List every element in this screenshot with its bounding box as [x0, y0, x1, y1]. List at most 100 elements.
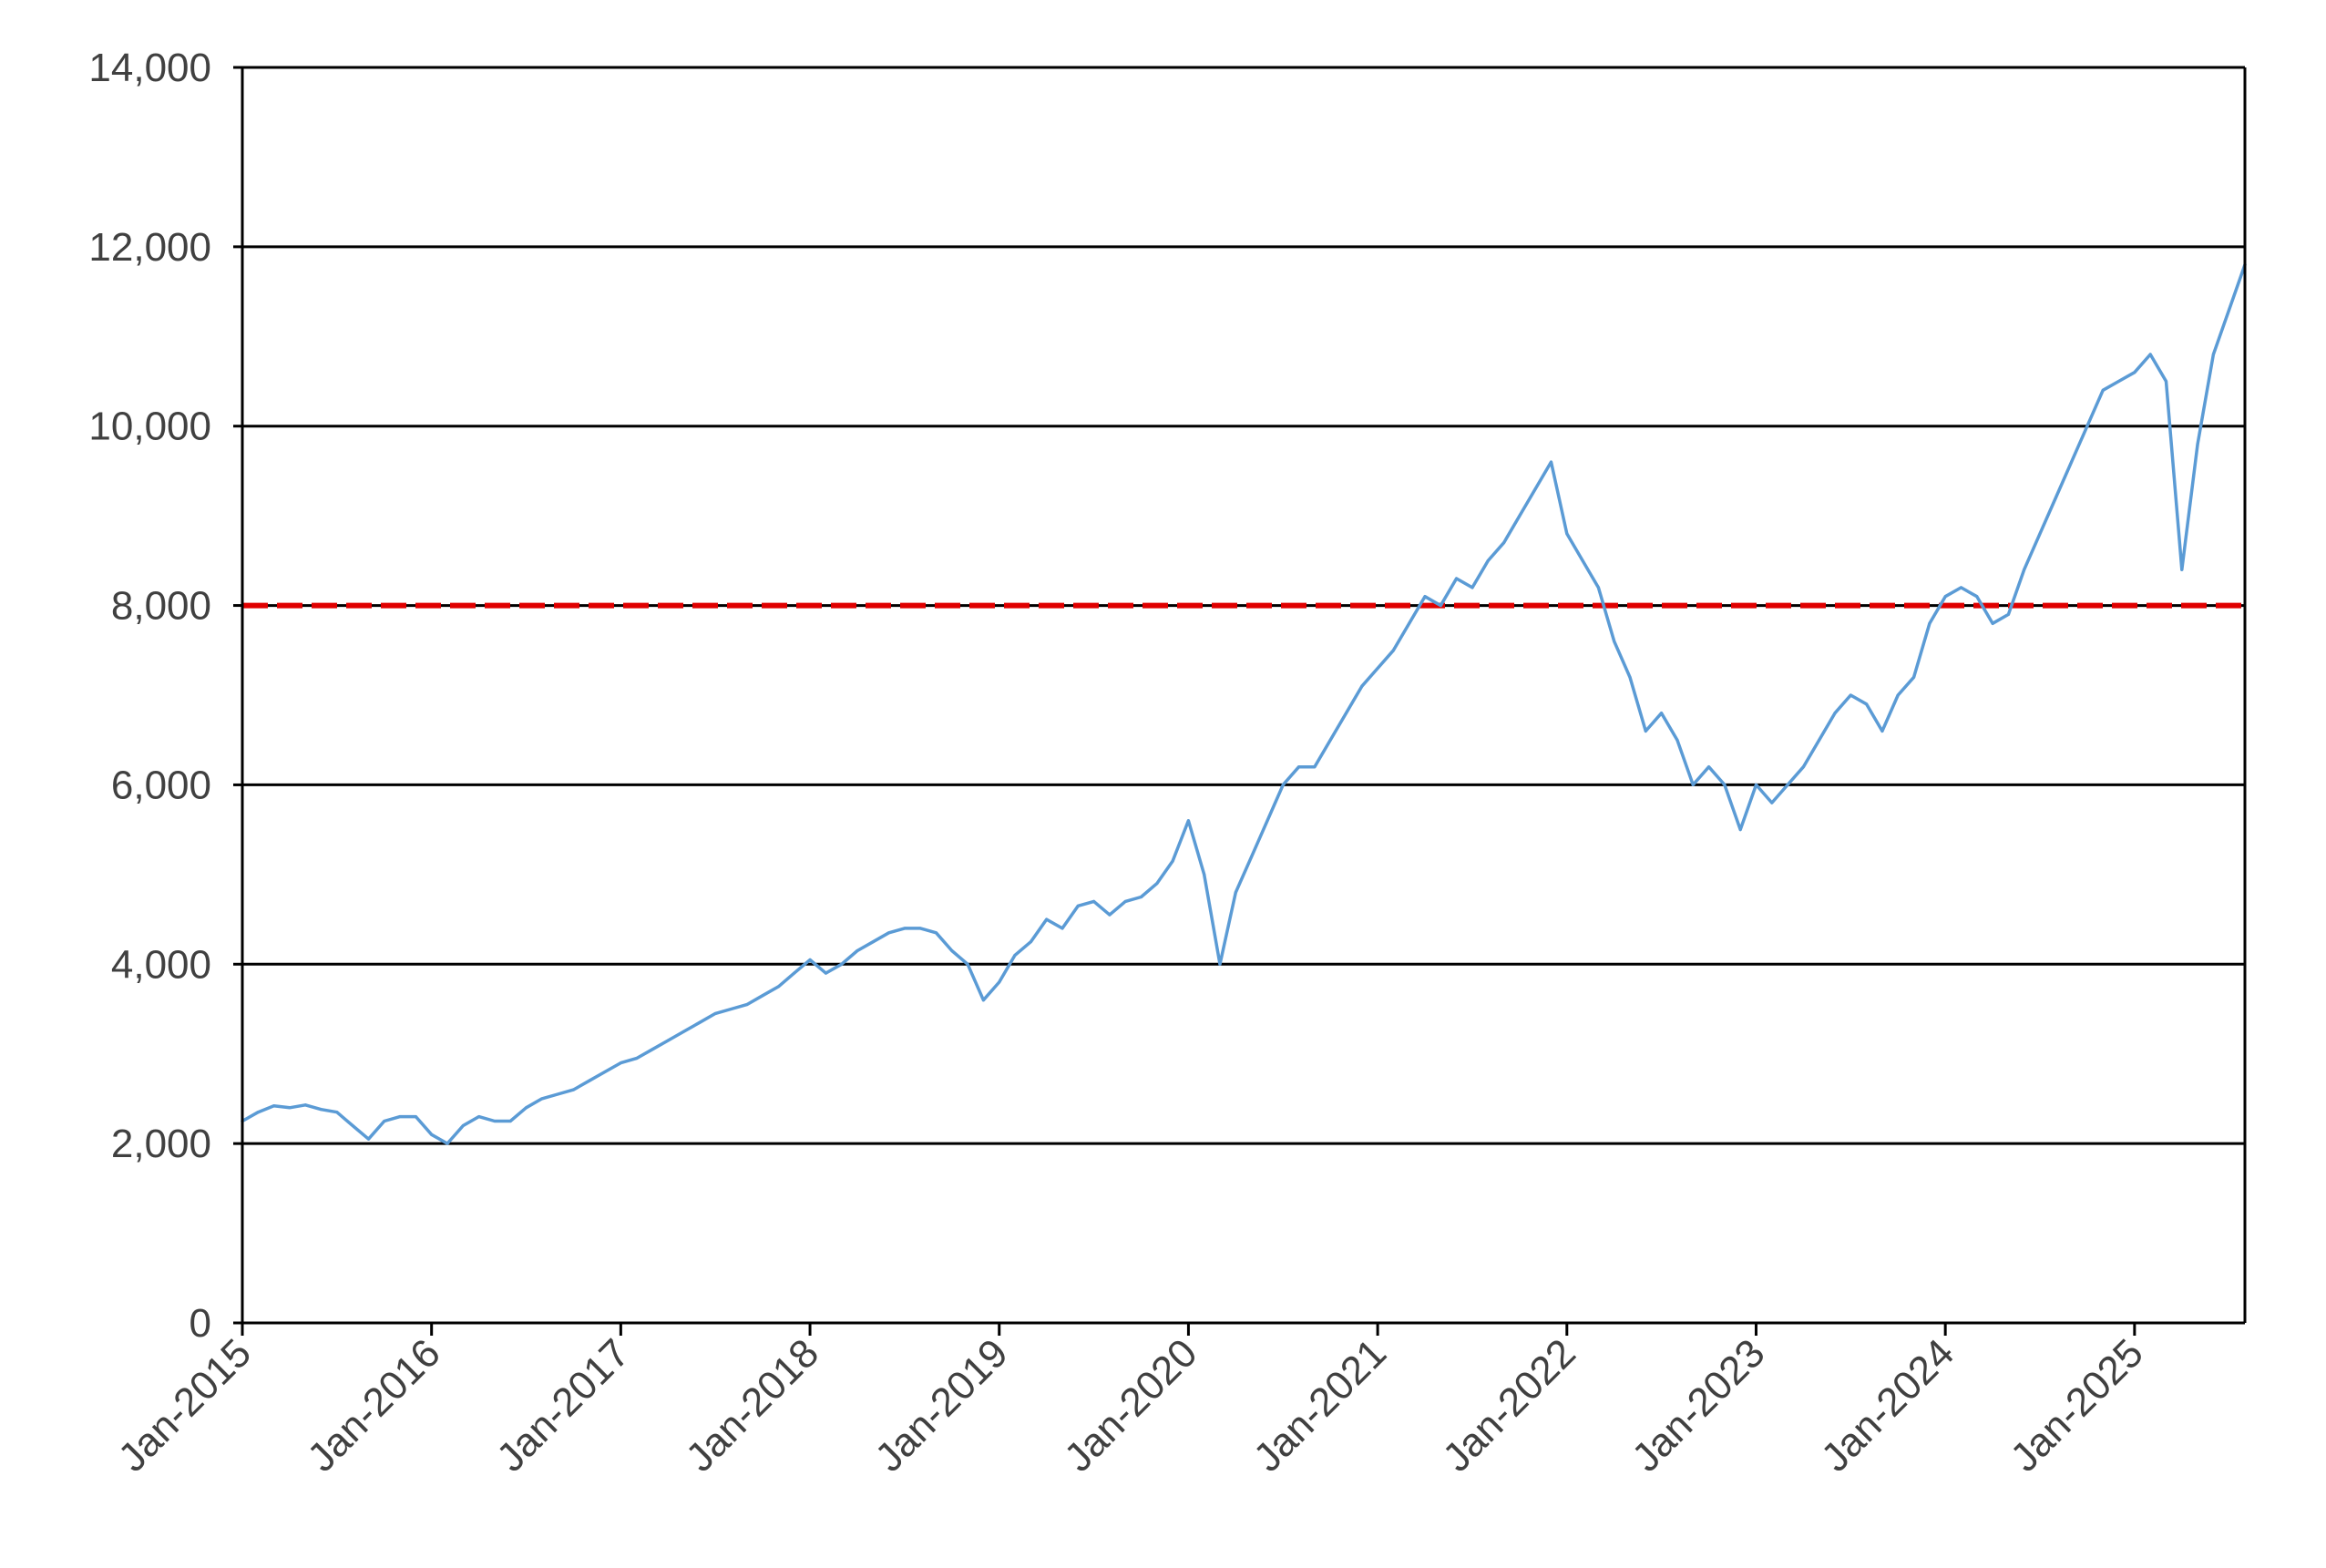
data-point: [935, 931, 938, 935]
data-point: [666, 1039, 670, 1042]
data-point: [1928, 621, 1932, 625]
data-point: [713, 1011, 717, 1015]
data-point: [1833, 712, 1837, 715]
data-point: [998, 980, 1001, 984]
data-point: [571, 1088, 575, 1091]
data-point: [761, 994, 764, 998]
data-point: [2148, 353, 2152, 356]
data-point: [335, 1111, 339, 1114]
data-point: [1518, 514, 1522, 518]
data-point: [1596, 586, 1600, 589]
data-point: [776, 985, 780, 989]
data-point: [508, 1120, 512, 1122]
data-point: [2085, 425, 2089, 428]
data-point: [1297, 765, 1301, 769]
data-point: [603, 1070, 607, 1073]
data-point: [540, 1097, 544, 1101]
data-point: [1502, 541, 1506, 545]
data-point: [461, 1124, 465, 1127]
data-point: [981, 999, 985, 1002]
y-tick-label: 12,000: [88, 225, 211, 270]
data-point: [1360, 684, 1364, 688]
data-point: [1313, 765, 1317, 769]
y-tick-label: 8,000: [111, 584, 211, 629]
data-point: [1345, 712, 1347, 715]
data-point: [1818, 738, 1821, 742]
data-point: [2180, 568, 2184, 571]
data-point: [2023, 568, 2026, 571]
data-point: [1218, 962, 1222, 966]
data-point: [698, 1020, 702, 1024]
data-point: [856, 949, 859, 952]
data-point: [2211, 353, 2215, 356]
data-point: [1691, 783, 1695, 786]
data-point: [871, 940, 875, 944]
data-point: [1770, 801, 1774, 804]
data-point: [1960, 586, 1962, 589]
data-point: [918, 927, 922, 930]
data-point: [840, 962, 844, 966]
data-point: [1265, 819, 1269, 823]
data-point: [1550, 460, 1552, 464]
data-point: [950, 949, 954, 952]
data-point: [1975, 595, 1979, 599]
data-point: [635, 1057, 639, 1061]
series-layer: [241, 262, 2247, 1145]
data-point: [1896, 693, 1900, 697]
data-point: [1455, 577, 1459, 580]
data-point: [556, 1092, 559, 1096]
data-point: [1723, 783, 1727, 786]
data-point: [1786, 783, 1789, 786]
data-point: [1328, 738, 1332, 742]
data-point: [1880, 729, 1884, 733]
data-point: [1486, 559, 1490, 562]
data-point: [398, 1115, 402, 1119]
data-point: [887, 931, 891, 935]
data-point: [1565, 532, 1569, 536]
data-point: [2101, 388, 2105, 392]
data-point: [477, 1115, 481, 1119]
data-point: [383, 1120, 386, 1122]
data-point: [1613, 640, 1616, 643]
data-point: [1376, 667, 1379, 670]
data-point: [1029, 940, 1032, 944]
y-tick-label: 2,000: [111, 1122, 211, 1166]
data-point: [1865, 702, 1869, 706]
data-point: [1533, 487, 1537, 491]
data-point: [272, 1104, 276, 1108]
data-point: [320, 1108, 323, 1112]
data-point: [446, 1142, 449, 1145]
y-tick-label: 4,000: [111, 942, 211, 987]
data-point: [2070, 460, 2074, 464]
data-point: [1738, 828, 1742, 832]
data-point: [1801, 765, 1805, 769]
data-point: [824, 971, 827, 975]
data-point: [2165, 380, 2167, 383]
data-point: [1675, 738, 1679, 742]
data-point: [303, 1103, 307, 1107]
data-point: [793, 971, 796, 975]
data-point: [651, 1048, 654, 1051]
data-point: [1991, 621, 1994, 625]
data-point: [1123, 899, 1127, 903]
data-point: [619, 1061, 622, 1065]
data-point: [1943, 595, 1947, 599]
data-point: [2133, 371, 2136, 374]
data-point: [903, 927, 907, 930]
data-point: [1186, 819, 1190, 823]
data-point: [1281, 783, 1285, 786]
data-point: [1013, 953, 1017, 957]
axes: [233, 66, 2247, 1336]
data-point: [808, 958, 812, 961]
data-point: [1155, 882, 1159, 886]
series-line: [241, 262, 2247, 1145]
data-point: [1234, 891, 1237, 894]
data-point: [1439, 604, 1442, 608]
data-point: [1755, 783, 1757, 786]
data-point: [2196, 442, 2199, 446]
data-point: [1423, 595, 1427, 599]
data-point: [493, 1120, 497, 1122]
